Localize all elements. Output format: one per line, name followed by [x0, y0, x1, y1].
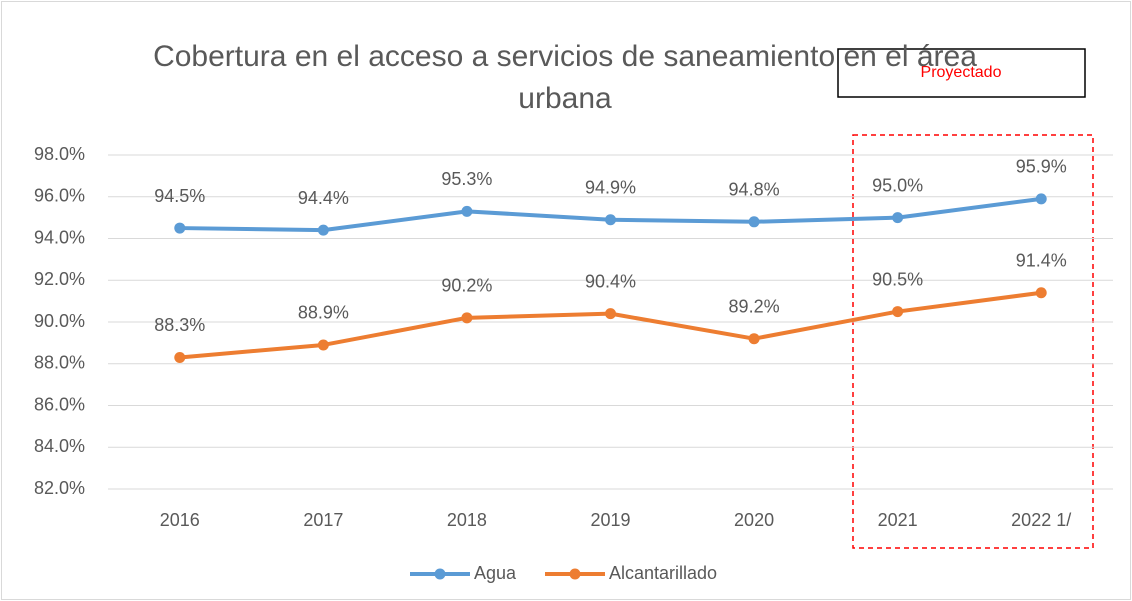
point	[748, 216, 760, 228]
data-label: 95.0%	[872, 175, 923, 195]
annotation-box	[837, 48, 1086, 98]
x-tick-label: 2019	[590, 510, 630, 530]
point	[317, 339, 329, 351]
point	[748, 333, 760, 345]
x-tick-label: 2018	[447, 510, 487, 530]
data-label: 90.2%	[441, 276, 492, 296]
data-label: 94.4%	[298, 188, 349, 208]
x-tick-label: 2022 1/	[1011, 510, 1071, 530]
point	[461, 205, 473, 217]
y-tick-label: 94.0%	[34, 227, 85, 247]
y-tick-label: 90.0%	[34, 311, 85, 331]
point	[605, 308, 616, 320]
point	[174, 351, 186, 363]
data-label: 94.5%	[154, 186, 205, 206]
data-label: 90.4%	[585, 271, 636, 291]
x-tick-label: 2020	[734, 510, 774, 530]
data-label: 95.9%	[1016, 157, 1067, 177]
x-tick-label: 2016	[160, 510, 200, 530]
chart-title: Cobertura en el acceso a servicios de sa…	[153, 40, 977, 115]
annotation: Proyectado	[921, 64, 1002, 81]
data-label: 88.9%	[298, 303, 349, 323]
data-label: 94.9%	[585, 177, 636, 197]
point	[461, 312, 473, 324]
projection-region	[852, 134, 1094, 549]
point	[892, 212, 904, 224]
point	[605, 214, 616, 226]
y-tick-label: 82.0%	[34, 478, 85, 498]
legend-marker	[569, 568, 581, 580]
point	[892, 306, 904, 318]
legend-label: Agua	[474, 563, 517, 583]
data-label: 94.8%	[729, 180, 780, 200]
point	[1035, 193, 1047, 205]
x-tick-label: 2017	[303, 510, 343, 530]
data-label: 89.2%	[729, 296, 780, 316]
x-tick-label: 2021	[878, 510, 918, 530]
y-tick-label: 88.0%	[34, 353, 85, 373]
y-tick-label: 84.0%	[34, 436, 85, 456]
point	[317, 224, 329, 236]
y-tick-label: 96.0%	[34, 186, 85, 206]
legend-marker	[434, 568, 446, 580]
data-label: 95.3%	[441, 169, 492, 189]
point	[174, 222, 186, 234]
y-tick-label: 92.0%	[34, 269, 85, 289]
point	[1035, 287, 1047, 299]
data-label: 91.4%	[1016, 251, 1067, 271]
data-label: 88.3%	[154, 315, 205, 335]
y-tick-label: 98.0%	[34, 144, 85, 164]
data-label: 90.5%	[872, 269, 923, 289]
legend-label: Alcantarillado	[609, 563, 717, 583]
y-tick-label: 86.0%	[34, 394, 85, 414]
